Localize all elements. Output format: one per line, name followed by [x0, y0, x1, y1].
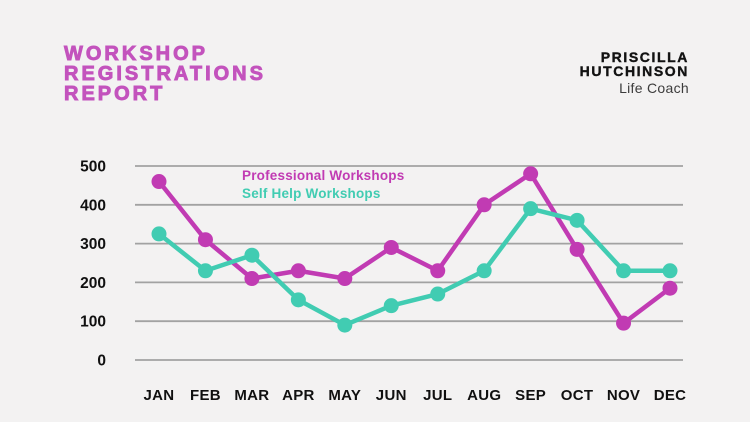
y-axis-tick-label: 300	[80, 236, 106, 253]
data-point	[523, 166, 539, 182]
x-axis-month-label: DEC	[654, 387, 687, 404]
x-axis-month-label: MAY	[328, 387, 361, 404]
x-axis-month-label: JUN	[376, 387, 407, 404]
series-line	[156, 206, 673, 328]
data-point	[616, 263, 632, 279]
series-line	[156, 171, 673, 326]
data-point	[569, 241, 585, 257]
data-point	[616, 315, 632, 331]
data-point	[476, 263, 492, 279]
data-point	[569, 212, 585, 228]
data-point	[476, 197, 492, 213]
page-title: WORKSHOP REGISTRATIONS REPORT	[64, 43, 266, 105]
legend-professional-workshops: Professional Workshops	[242, 168, 405, 183]
x-axis-month-label: JAN	[144, 387, 175, 404]
data-point	[290, 292, 306, 308]
x-axis-month-label: OCT	[561, 387, 594, 404]
data-point	[523, 201, 539, 217]
data-point	[383, 239, 399, 255]
data-point	[244, 271, 260, 287]
x-axis-month-label: MAR	[234, 387, 269, 404]
chart-legend: Professional Workshops Self Help Worksho…	[242, 167, 404, 202]
brand-subtitle: Life Coach	[619, 80, 689, 96]
x-axis-month-label: FEB	[190, 387, 221, 404]
x-axis-month-label: AUG	[467, 387, 501, 404]
x-axis-month-label: SEP	[515, 387, 546, 404]
data-point	[662, 263, 678, 279]
y-axis-tick-label: 200	[80, 275, 106, 292]
data-point	[337, 271, 353, 287]
data-point	[151, 226, 167, 242]
y-axis-tick-label: 500	[80, 159, 106, 176]
data-point	[430, 286, 446, 302]
data-point	[290, 263, 306, 279]
data-point	[197, 232, 213, 248]
data-point	[430, 263, 446, 279]
legend-self-help-workshops: Self Help Workshops	[242, 185, 381, 201]
x-axis-month-label: APR	[282, 387, 315, 404]
y-axis-tick-label: 0	[97, 353, 106, 370]
brand-name: PRISCILLA HUTCHINSON	[579, 49, 689, 79]
data-point	[244, 247, 260, 263]
x-axis-month-label: NOV	[607, 387, 640, 404]
data-point	[383, 298, 399, 314]
x-axis-month-label: JUL	[423, 387, 452, 404]
data-point	[151, 174, 167, 190]
y-axis-tick-label: 400	[80, 197, 106, 214]
data-point	[662, 280, 678, 296]
brand-block: PRISCILLA HUTCHINSON Life Coach	[579, 49, 689, 96]
y-axis-tick-label: 100	[80, 314, 106, 331]
data-point	[197, 263, 213, 279]
data-point	[337, 317, 353, 333]
